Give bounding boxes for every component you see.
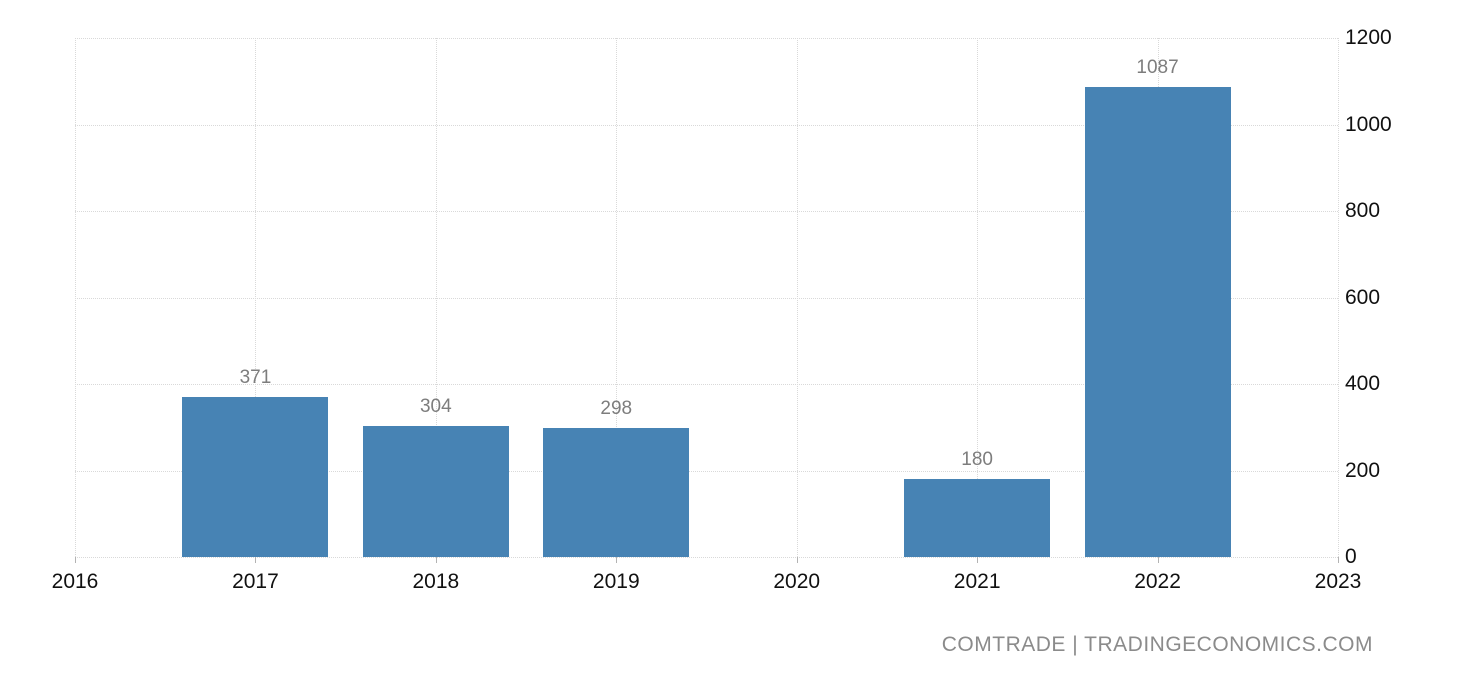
bar-2022[interactable] [1084,86,1231,557]
x-axis-tick [75,557,76,563]
bar-2017[interactable] [182,396,329,557]
x-axis-tick-label: 2019 [592,570,640,593]
plot-area: 371 304 298 180 1087 [75,38,1339,558]
x-axis-tick-label: 2023 [1314,570,1362,593]
gridline-horizontal [75,557,1338,558]
gridline-horizontal [75,211,1338,212]
watermark: COMTRADE | TRADINGECONOMICS.COM [941,633,1373,656]
x-axis-tick-label: 2021 [953,570,1001,593]
bar-value-label: 304 [419,395,452,417]
x-axis-tick [255,557,257,563]
x-axis-tick [1157,557,1159,563]
y-axis-tick-label: 600 [1345,285,1381,309]
x-axis-tick-label: 2017 [232,570,279,593]
bar-2019[interactable] [543,428,690,557]
gridline-vertical [75,38,76,557]
gridline-horizontal [75,384,1338,385]
gridline-horizontal [75,297,1338,299]
x-axis-tick [616,557,618,563]
gridline-horizontal [75,124,1338,126]
bar-value-label: 1087 [1136,56,1179,78]
x-axis-tick [796,557,798,563]
x-axis-tick [435,557,437,563]
bar-value-label: 298 [600,398,633,420]
y-axis-tick-label: 1000 [1345,112,1392,136]
bar-2021[interactable] [904,479,1051,557]
x-axis-tick-label: 2018 [412,570,460,593]
y-axis-tick-label: 1200 [1345,26,1392,49]
gridline-horizontal [75,38,1338,39]
gridline-vertical [435,38,437,557]
gridline-vertical [977,38,979,557]
y-axis-tick-label: 800 [1345,199,1381,222]
bar-value-label: 180 [961,449,993,471]
x-axis-tick [1338,557,1339,563]
x-axis-tick-label: 2016 [51,570,99,593]
y-axis-tick-label: 200 [1345,458,1381,482]
bar-2018[interactable] [362,425,509,557]
gridline-vertical [1338,38,1339,557]
y-axis-tick-label: 0 [1345,545,1357,568]
gridline-vertical [255,38,257,557]
x-axis-tick-label: 2020 [773,570,821,593]
gridline-vertical [616,38,618,557]
gridline-horizontal [75,470,1338,472]
gridline-vertical [796,38,798,557]
x-axis-tick [977,557,979,563]
bar-value-label: 371 [239,366,272,388]
x-axis-tick-label: 2022 [1134,570,1181,593]
y-axis-tick-label: 400 [1345,372,1381,395]
